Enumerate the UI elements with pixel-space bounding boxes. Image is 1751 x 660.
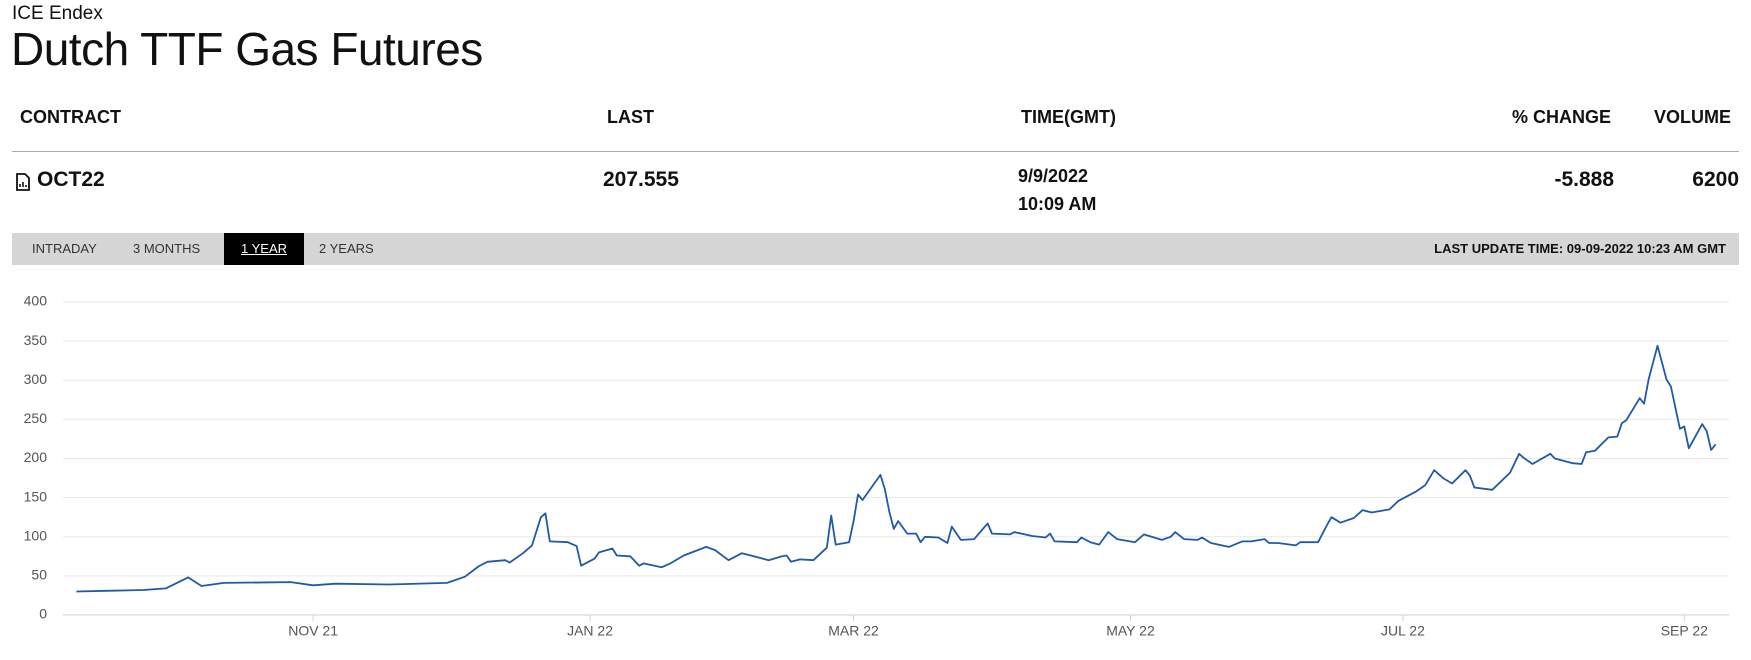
last-price: 207.555 bbox=[603, 168, 679, 191]
contract-icon[interactable] bbox=[15, 173, 31, 191]
range-tab[interactable]: INTRADAY bbox=[32, 241, 97, 256]
time-date: 9/9/2022 bbox=[1018, 166, 1089, 186]
x-tick-label: JAN 22 bbox=[567, 623, 613, 639]
percent-change: -5.888 bbox=[1554, 168, 1614, 191]
exchange: ICE Endex bbox=[12, 3, 103, 24]
price-line bbox=[76, 344, 1717, 593]
range-tab[interactable]: 1 YEAR bbox=[224, 233, 305, 265]
volume: 6200 bbox=[1692, 168, 1739, 191]
range-tab[interactable]: 3 MONTHS bbox=[133, 241, 201, 256]
y-tick-label: 350 bbox=[24, 332, 48, 348]
last-update: LAST UPDATE TIME: 09-09-2022 10:23 AM GM… bbox=[1434, 241, 1726, 256]
y-tick-label: 400 bbox=[24, 293, 48, 309]
column-header: TIME(GMT) bbox=[1021, 107, 1116, 127]
x-tick-label: SEP 22 bbox=[1661, 623, 1708, 639]
y-tick-label: 150 bbox=[24, 488, 48, 504]
time-clock: 10:09 AM bbox=[1018, 194, 1097, 214]
y-tick-label: 50 bbox=[31, 567, 47, 583]
page-title: Dutch TTF Gas Futures bbox=[11, 23, 483, 75]
y-tick-label: 100 bbox=[24, 527, 48, 543]
x-tick-label: NOV 21 bbox=[288, 623, 338, 639]
column-header: LAST bbox=[607, 107, 654, 127]
x-tick-label: MAY 22 bbox=[1106, 623, 1155, 639]
x-tick-label: JUL 22 bbox=[1381, 623, 1425, 639]
y-tick-label: 250 bbox=[24, 410, 48, 426]
y-tick-label: 0 bbox=[39, 606, 47, 622]
range-tab[interactable]: 2 YEARS bbox=[319, 241, 374, 256]
y-tick-label: 200 bbox=[24, 449, 48, 465]
x-tick-label: MAR 22 bbox=[828, 623, 879, 639]
column-header: VOLUME bbox=[1653, 107, 1731, 127]
contract[interactable]: OCT22 bbox=[37, 168, 105, 191]
divider bbox=[12, 151, 1739, 152]
column-header: % CHANGE bbox=[1511, 107, 1611, 127]
y-tick-label: 300 bbox=[24, 371, 48, 387]
tab-bar: LAST UPDATE TIME: 09-09-2022 10:23 AM GM… bbox=[12, 233, 1739, 265]
column-header: CONTRACT bbox=[20, 107, 121, 127]
